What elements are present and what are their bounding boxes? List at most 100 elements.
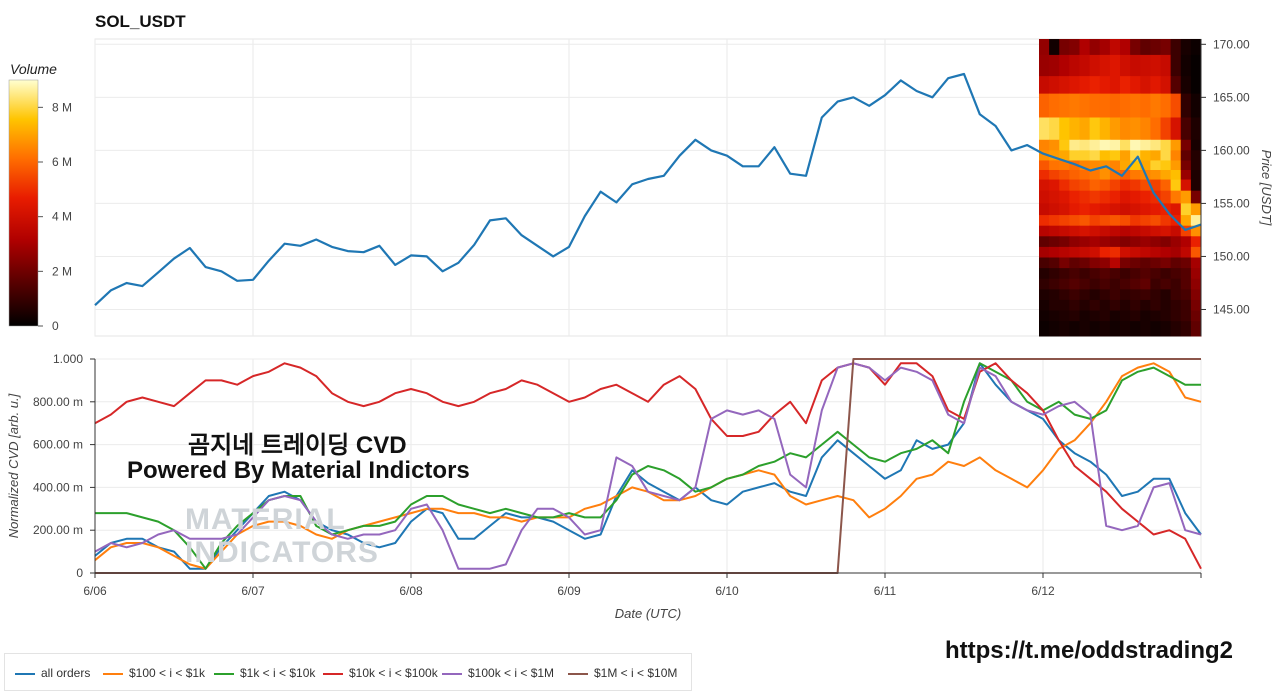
heatmap-cell	[1059, 190, 1070, 204]
heatmap-cell	[1079, 299, 1091, 312]
heatmap-cell	[1180, 139, 1192, 151]
heatmap-cell	[1109, 278, 1121, 290]
heatmap-cell	[1140, 179, 1151, 192]
heatmap-cell	[1079, 257, 1091, 269]
heatmap-cell	[1190, 54, 1202, 77]
x-tick-label: 6/10	[715, 584, 739, 598]
heatmap-cell	[1049, 54, 1060, 77]
heatmap-cell	[1130, 310, 1141, 322]
heatmap-cell	[1180, 117, 1192, 141]
heatmap-cell	[1160, 225, 1172, 237]
heatmap-cell	[1160, 54, 1172, 77]
x-tick-label: 6/06	[83, 584, 107, 598]
cvd-series	[94, 358, 1202, 574]
heatmap-cell	[1109, 39, 1121, 56]
heatmap-cell	[1089, 289, 1101, 301]
footer-link[interactable]: https://t.me/oddstrading2	[945, 637, 1233, 664]
legend-item-1k-10k[interactable]: $1k < i < $10k	[214, 666, 315, 680]
heatmap-cell	[1140, 236, 1151, 248]
legend-item-all-orders[interactable]: all orders	[15, 666, 90, 680]
heatmap-cell	[1150, 321, 1161, 337]
heatmap-cell	[1069, 268, 1080, 280]
heatmap-cell	[1170, 54, 1182, 77]
heatmap-cell	[1140, 225, 1151, 237]
heatmap-cell	[1079, 246, 1091, 259]
heatmap-cell	[1120, 139, 1131, 151]
heatmap-cell	[1190, 257, 1202, 269]
heatmap-cell	[1109, 179, 1121, 192]
heatmap-cell	[1089, 179, 1101, 192]
heatmap-cell	[1079, 236, 1091, 248]
heatmap-cell	[1079, 321, 1091, 337]
heatmap-cell	[1150, 268, 1161, 280]
colorbar-tick-label: 2 M	[52, 264, 72, 278]
heatmap-cell	[1089, 169, 1101, 181]
heatmap-cell	[1150, 150, 1161, 161]
cvd-tick-label: 0	[76, 566, 83, 580]
legend-item-100-1k[interactable]: $100 < i < $1k	[103, 666, 205, 680]
heatmap-cell	[1049, 139, 1060, 151]
heatmap-cell	[1160, 179, 1172, 192]
legend-item-100k-1m[interactable]: $100k < i < $1M	[442, 666, 554, 680]
heatmap-cell	[1140, 150, 1151, 161]
heatmap-cell	[1190, 76, 1202, 95]
heatmap-cell	[1180, 299, 1192, 312]
heatmap-cell	[1180, 321, 1192, 337]
legend-item-10k-100k[interactable]: $10k < i < $100k	[323, 666, 438, 680]
heatmap-cell	[1190, 299, 1202, 312]
heatmap-cell	[1160, 321, 1172, 337]
heatmap-cell	[1099, 117, 1111, 141]
heatmap-cell	[1049, 160, 1060, 171]
heatmap-cell	[1120, 225, 1131, 237]
heatmap-cell	[1089, 190, 1101, 204]
heatmap-cell	[1099, 93, 1111, 118]
heatmap-cell	[1079, 117, 1091, 141]
heatmap-cell	[1190, 179, 1202, 192]
heatmap-cell	[1190, 289, 1202, 301]
heatmap-cell	[1079, 139, 1091, 151]
price-plot-area[interactable]	[94, 38, 1202, 337]
heatmap-cell	[1049, 236, 1060, 248]
heatmap-cell	[1039, 117, 1050, 141]
heatmap-cell	[1170, 268, 1182, 280]
heatmap-cell	[1190, 236, 1202, 248]
heatmap-cell	[1049, 289, 1060, 301]
heatmap-cell	[1150, 257, 1161, 269]
price-tick-label: 145.00	[1213, 302, 1250, 316]
legend-item-1m-10m[interactable]: $1M < i < $10M	[568, 666, 677, 680]
heatmap-cell	[1069, 150, 1080, 161]
heatmap-cell	[1150, 278, 1161, 290]
legend-swatch	[568, 672, 588, 675]
legend: all orders $100 < i < $1k $1k < i < $10k…	[4, 653, 692, 691]
heatmap-cell	[1099, 225, 1111, 237]
heatmap-cell	[1039, 203, 1050, 216]
heatmap-cell	[1140, 54, 1151, 77]
heatmap-cell	[1059, 150, 1070, 161]
heatmap-cell	[1130, 215, 1141, 227]
heatmap-cell	[1049, 39, 1060, 56]
heatmap-cell	[1089, 139, 1101, 151]
x-tick-label: 6/09	[557, 584, 581, 598]
heatmap-cell	[1130, 203, 1141, 216]
heatmap-cell	[1089, 278, 1101, 290]
heatmap-cell	[1059, 160, 1070, 171]
heatmap-cell	[1120, 93, 1131, 118]
heatmap-cell	[1059, 117, 1070, 141]
heatmap-cell	[1059, 257, 1070, 269]
heatmap-cell	[1130, 268, 1141, 280]
heatmap-cell	[1039, 150, 1050, 161]
heatmap-cell	[1170, 203, 1182, 216]
heatmap-cell	[1150, 310, 1161, 322]
heatmap-cell	[1039, 246, 1050, 259]
heatmap-cell	[1099, 289, 1111, 301]
heatmap-cell	[1180, 93, 1192, 118]
heatmap-cell	[1079, 203, 1091, 216]
heatmap-cell	[1039, 278, 1050, 290]
heatmap-cell	[1120, 160, 1131, 171]
heatmap-cell	[1140, 160, 1151, 171]
heatmap-cell	[1049, 225, 1060, 237]
heatmap-cell	[1099, 299, 1111, 312]
legend-swatch	[15, 672, 35, 675]
heatmap-cell	[1190, 93, 1202, 118]
